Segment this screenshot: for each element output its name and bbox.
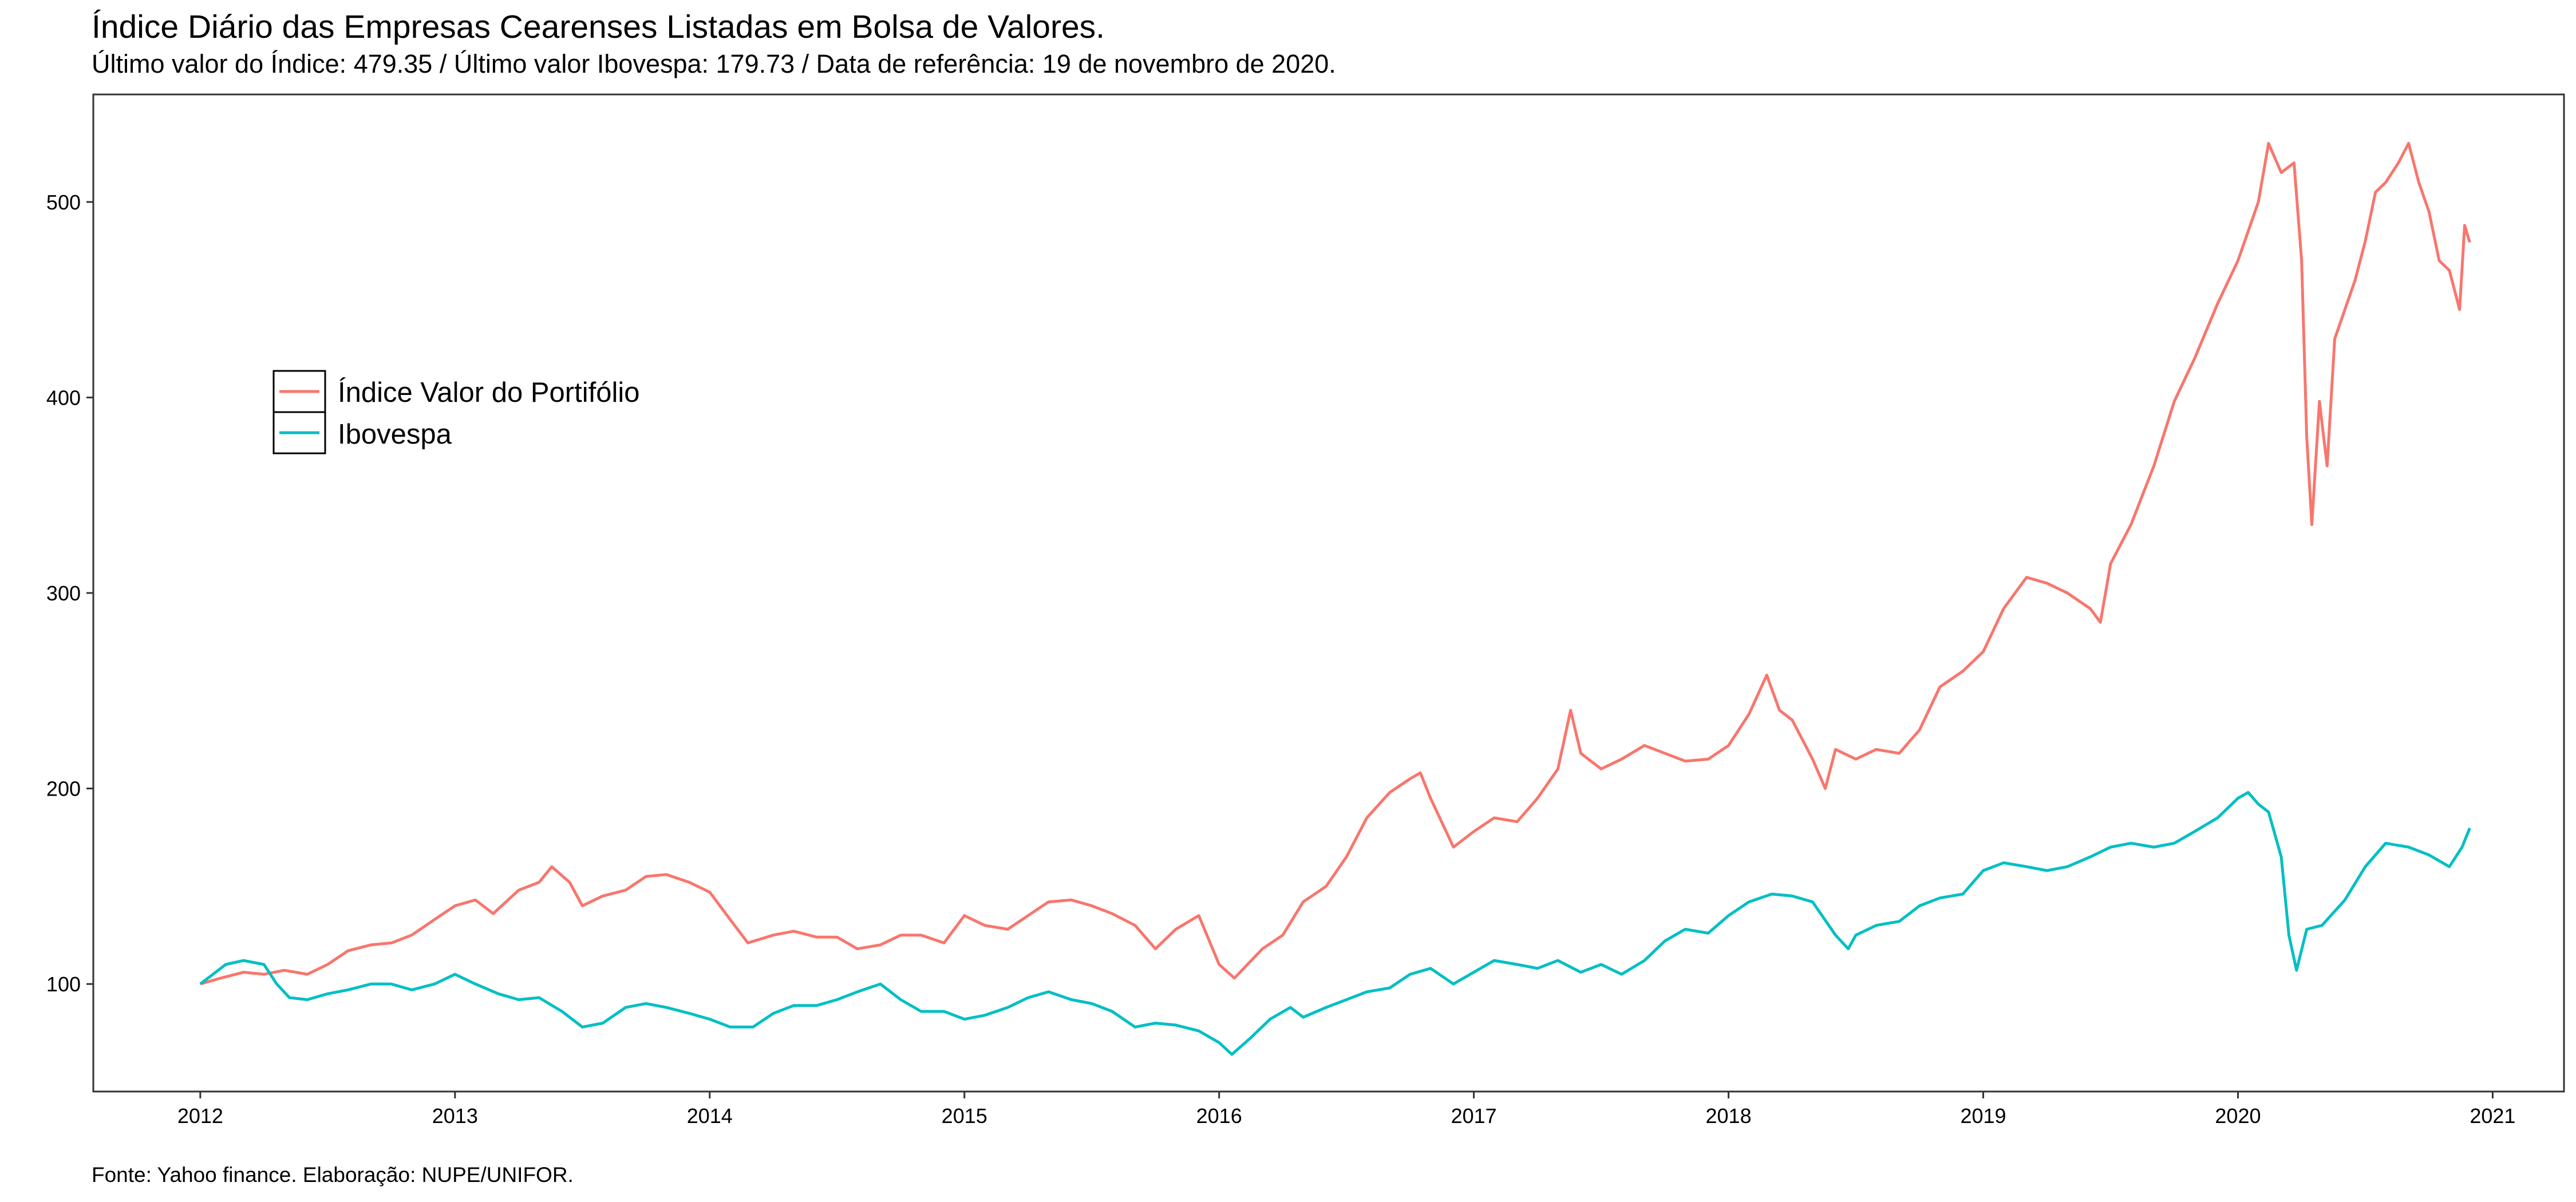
y-tick-label: 400 bbox=[46, 386, 81, 409]
legend: Índice Valor do Portifólio Ibovespa bbox=[272, 370, 640, 454]
x-tick-label: 2013 bbox=[432, 1104, 478, 1128]
chart-title: Índice Diário das Empresas Cearenses Lis… bbox=[92, 9, 1105, 45]
series-layer bbox=[199, 141, 2471, 1056]
x-tick-label: 2017 bbox=[1451, 1104, 1497, 1128]
y-tick-label: 200 bbox=[46, 777, 81, 801]
x-tick-label: 2018 bbox=[1706, 1104, 1752, 1128]
x-tick-label: 2015 bbox=[942, 1104, 987, 1128]
x-tick-label: 2014 bbox=[687, 1104, 733, 1128]
y-axis: 100 200 300 400 500 bbox=[46, 191, 93, 996]
x-axis: 2012 2013 2014 2015 2016 2017 2018 2019 2020 2021 bbox=[177, 1092, 2515, 1128]
chart-subtitle: Último valor do Índice: 479.35 / Último … bbox=[92, 49, 1336, 78]
legend-label-ibovespa: Ibovespa bbox=[338, 419, 452, 450]
x-tick-label: 2012 bbox=[177, 1104, 223, 1128]
y-tick-label: 500 bbox=[46, 191, 81, 214]
y-tick-label: 100 bbox=[46, 972, 81, 996]
y-tick-label: 300 bbox=[46, 582, 81, 605]
plot-panel bbox=[92, 93, 2565, 1093]
x-tick-label: 2019 bbox=[1960, 1104, 2006, 1128]
x-tick-label: 2021 bbox=[2470, 1104, 2515, 1128]
series-line-portfolio bbox=[200, 141, 2471, 986]
x-tick-label: 2020 bbox=[2215, 1104, 2261, 1128]
source-caption: Fonte: Yahoo finance. Elaboração: NUPE/U… bbox=[92, 1163, 574, 1187]
legend-label-portfolio: Índice Valor do Portifólio bbox=[338, 377, 640, 408]
x-tick-label: 2016 bbox=[1196, 1104, 1242, 1128]
series-line-ibovespa bbox=[199, 790, 2471, 1056]
